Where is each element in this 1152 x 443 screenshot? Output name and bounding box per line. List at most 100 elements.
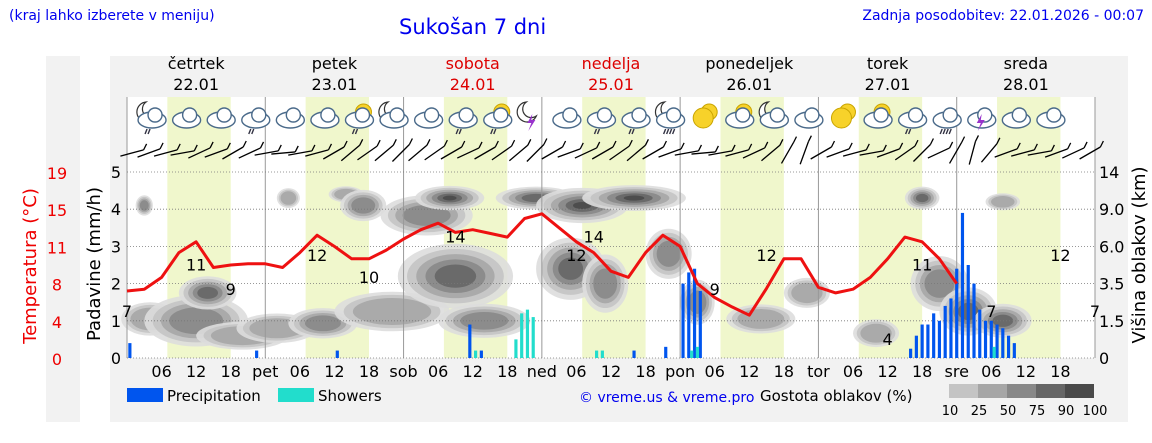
x-tick-label: 12 xyxy=(186,362,206,381)
precipitation-bar xyxy=(1012,343,1016,358)
cloud-icon xyxy=(389,107,405,123)
temperature-label: 12 xyxy=(756,246,776,265)
wind-barb xyxy=(674,150,699,156)
precipitation-bar xyxy=(966,265,970,358)
cloud-density-level: 25 xyxy=(971,404,988,419)
wind-barb xyxy=(222,146,244,160)
last-update: Zadnja posodobitev: 22.01.2026 - 00:07 xyxy=(862,8,1144,24)
x-tick-label: 18 xyxy=(1050,362,1070,381)
precipitation-bar xyxy=(1006,335,1011,358)
showers-bar xyxy=(474,350,478,358)
cloud-icon xyxy=(907,107,924,123)
cloud-density-level: 50 xyxy=(1000,404,1017,419)
cloud-icon xyxy=(631,107,647,123)
temperature-label: 10 xyxy=(359,268,379,287)
cloud-density-swatch xyxy=(1065,384,1094,398)
cloud-density-blob xyxy=(991,196,1015,208)
wind-barb xyxy=(176,143,181,151)
precip-tick: 4 xyxy=(111,200,121,219)
cloud-icon xyxy=(977,107,993,123)
x-tick-label: 18 xyxy=(635,362,655,381)
day-date: 27.01 xyxy=(865,75,911,94)
wind-barb xyxy=(343,140,348,148)
wind-barb xyxy=(376,139,381,147)
wind-barb xyxy=(579,142,584,150)
wind-barb xyxy=(271,151,296,155)
wind-barb xyxy=(628,139,633,147)
wind-barb xyxy=(708,150,733,156)
wind-barb xyxy=(658,148,682,158)
showers-bar xyxy=(595,350,599,358)
wind-barb xyxy=(859,150,884,156)
page-title: Sukošan 7 dni xyxy=(399,15,547,39)
day-date: 26.01 xyxy=(726,75,772,94)
precipitation-bar xyxy=(995,324,999,358)
cloud-density-level: 10 xyxy=(942,404,959,419)
wind-barb xyxy=(996,137,1001,145)
wind-barb xyxy=(277,144,282,152)
region-hint[interactable]: (kraj lahko izberete v meniju) xyxy=(9,8,215,24)
wind-barb xyxy=(764,141,769,149)
cloud-icon xyxy=(1046,107,1062,123)
wind-barb xyxy=(779,138,784,146)
x-tick-label: 12 xyxy=(739,362,759,381)
rain-icon xyxy=(942,128,946,135)
day-name: sreda xyxy=(1004,54,1048,73)
precipitation-bar xyxy=(632,350,636,358)
wind-barb xyxy=(810,146,832,160)
temperature-tick: 4 xyxy=(52,313,62,332)
rain-icon xyxy=(493,128,497,135)
wind-barb xyxy=(761,144,781,162)
wind-barb xyxy=(153,149,178,157)
day-date: 24.01 xyxy=(450,75,496,94)
wind-barb xyxy=(725,149,749,157)
precip-tick: 2 xyxy=(111,275,121,294)
cloud-height-axis-title: Višina oblakov (km) xyxy=(1129,166,1150,343)
temperature-line xyxy=(126,212,958,317)
wind-barb xyxy=(626,144,646,162)
cloud-density-blob xyxy=(434,264,477,288)
wind-barb xyxy=(960,136,966,143)
temperature-tick: 0 xyxy=(52,350,62,369)
rain-icon xyxy=(907,128,912,135)
rain-icon xyxy=(948,128,952,135)
precipitation-bar xyxy=(960,212,965,358)
rain-icon xyxy=(351,128,356,135)
cloud-height-tick: 6.0 xyxy=(1099,237,1124,256)
wind-barb xyxy=(1044,148,1068,158)
wind-barb xyxy=(374,144,394,162)
wind-barb xyxy=(204,148,228,158)
wind-barb xyxy=(1050,144,1055,152)
wind-barb xyxy=(980,143,998,163)
x-tick-label: 18 xyxy=(497,362,517,381)
wind-barb xyxy=(357,145,378,161)
wind-barb xyxy=(596,141,601,149)
precip-tick: 0 xyxy=(111,349,121,368)
cloud-density-blob xyxy=(351,197,376,214)
temperature-label: 7 xyxy=(122,302,132,321)
wind-barb xyxy=(1083,141,1088,149)
cloud-icon xyxy=(1011,107,1028,123)
precipitation-bar xyxy=(937,320,942,358)
wind-barb xyxy=(929,138,934,145)
x-tick-label: 12 xyxy=(324,362,344,381)
cloud-icon xyxy=(216,107,232,123)
rain-icon xyxy=(939,128,943,135)
cloud-icon xyxy=(251,107,267,123)
cloud-density-blob xyxy=(593,268,618,299)
cloud-icon xyxy=(562,107,578,123)
wind-barb xyxy=(408,138,413,145)
x-tick-label: 06 xyxy=(151,362,171,381)
wind-barb xyxy=(392,138,397,146)
wind-barb xyxy=(968,141,977,165)
x-tick-label: ned xyxy=(527,362,557,381)
showers-legend-label: Showers xyxy=(318,387,382,405)
wind-barb xyxy=(527,138,532,146)
wind-barb xyxy=(691,151,716,155)
precip-tick: 3 xyxy=(111,237,121,256)
cloud-density-blob xyxy=(304,315,341,332)
wind-barb xyxy=(914,139,919,147)
rain-icon xyxy=(147,128,151,135)
cloud-height-tick: 3.5 xyxy=(1099,275,1124,294)
wind-barb xyxy=(288,150,313,156)
